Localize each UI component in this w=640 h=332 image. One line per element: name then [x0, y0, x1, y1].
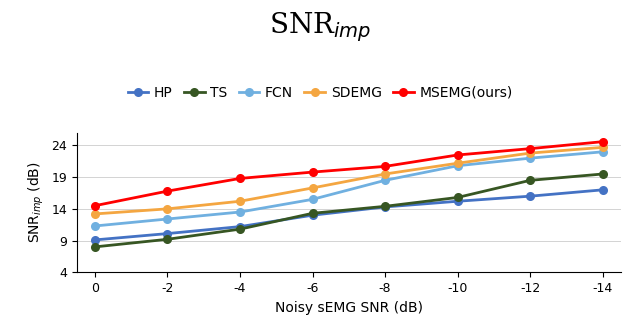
Line: TS: TS	[92, 171, 606, 250]
FCN	[381, 178, 389, 182]
FCN	[526, 156, 534, 160]
HP	[236, 225, 244, 229]
TS	[308, 211, 316, 215]
TS	[164, 237, 172, 241]
Line: HP: HP	[92, 186, 606, 243]
FCN	[236, 210, 244, 214]
TS	[91, 245, 99, 249]
Legend: HP, TS, FCN, SDEMG, MSEMG(ours): HP, TS, FCN, SDEMG, MSEMG(ours)	[122, 80, 518, 105]
MSEMG(ours)	[236, 176, 244, 180]
MSEMG(ours)	[526, 147, 534, 151]
TS	[381, 204, 389, 208]
SDEMG	[454, 161, 461, 165]
MSEMG(ours)	[454, 153, 461, 157]
TS	[526, 178, 534, 182]
Line: SDEMG: SDEMG	[92, 144, 606, 217]
SDEMG	[236, 199, 244, 203]
TS	[599, 172, 607, 176]
FCN	[164, 217, 172, 221]
MSEMG(ours)	[381, 164, 389, 168]
MSEMG(ours)	[164, 189, 172, 193]
HP	[91, 238, 99, 242]
HP	[381, 205, 389, 209]
TS	[454, 196, 461, 200]
SDEMG	[381, 172, 389, 176]
X-axis label: Noisy sEMG SNR (dB): Noisy sEMG SNR (dB)	[275, 300, 423, 314]
Text: SNR$_{imp}$: SNR$_{imp}$	[269, 10, 371, 43]
HP	[526, 194, 534, 198]
SDEMG	[308, 186, 316, 190]
MSEMG(ours)	[599, 140, 607, 144]
FCN	[91, 224, 99, 228]
MSEMG(ours)	[308, 170, 316, 174]
HP	[308, 213, 316, 217]
HP	[599, 188, 607, 192]
SDEMG	[91, 212, 99, 216]
Line: FCN: FCN	[92, 148, 606, 229]
Line: MSEMG(ours): MSEMG(ours)	[92, 138, 606, 209]
TS	[236, 227, 244, 231]
SDEMG	[164, 207, 172, 211]
FCN	[308, 197, 316, 201]
MSEMG(ours)	[91, 204, 99, 208]
HP	[454, 199, 461, 203]
HP	[164, 232, 172, 236]
FCN	[599, 150, 607, 154]
Y-axis label: SNR$_{imp}$ (dB): SNR$_{imp}$ (dB)	[26, 162, 46, 243]
FCN	[454, 164, 461, 168]
SDEMG	[599, 145, 607, 149]
SDEMG	[526, 151, 534, 155]
